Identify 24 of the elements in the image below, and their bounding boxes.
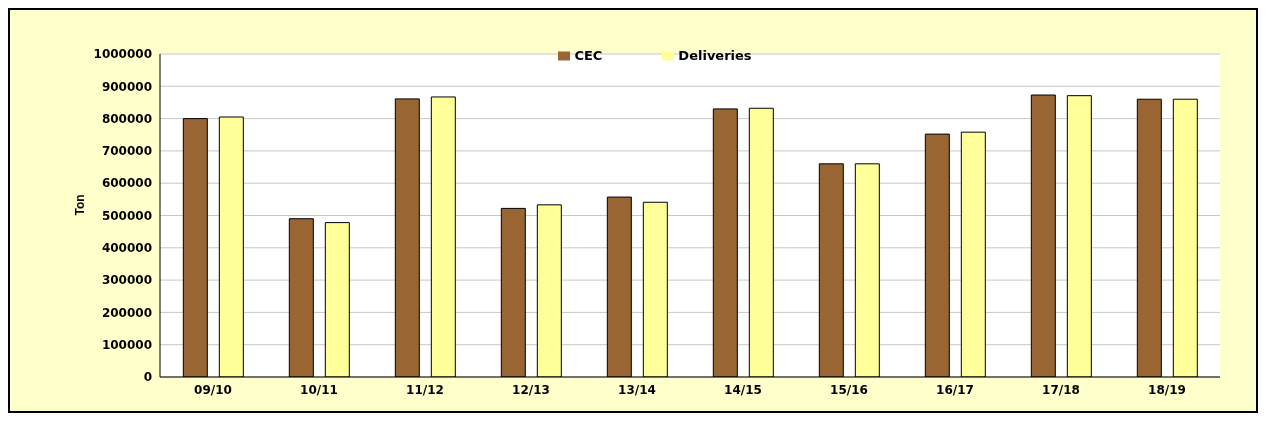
y-axis-title: Ton	[73, 194, 88, 216]
y-tick-label: 300000	[101, 273, 152, 288]
x-tick-label: 16/17	[936, 382, 974, 397]
y-tick-label: 900000	[101, 79, 152, 94]
x-tick-label: 09/10	[194, 382, 232, 397]
x-tick-label: 13/14	[618, 382, 656, 397]
y-tick-label: 100000	[101, 337, 152, 352]
x-tick-label: 10/11	[300, 382, 338, 397]
x-tick-label: 15/16	[830, 382, 868, 397]
y-tick-label: 0	[143, 370, 152, 385]
y-tick-label: 600000	[101, 176, 152, 191]
y-tick-label: 400000	[101, 241, 152, 256]
y-tick-label: 1000000	[93, 47, 152, 62]
y-tick-label: 700000	[101, 144, 152, 159]
legend-label: CEC	[574, 48, 603, 63]
x-tick-label: 12/13	[512, 382, 550, 397]
x-tick-label: 18/19	[1148, 382, 1186, 397]
x-tick-label: 11/12	[406, 382, 444, 397]
legend-label: Deliveries	[678, 48, 752, 63]
y-tick-label: 800000	[101, 111, 152, 126]
x-tick-label: 14/15	[724, 382, 762, 397]
y-tick-label: 200000	[101, 305, 152, 320]
y-tick-label: 500000	[101, 208, 152, 223]
x-tick-label: 17/18	[1042, 382, 1080, 397]
